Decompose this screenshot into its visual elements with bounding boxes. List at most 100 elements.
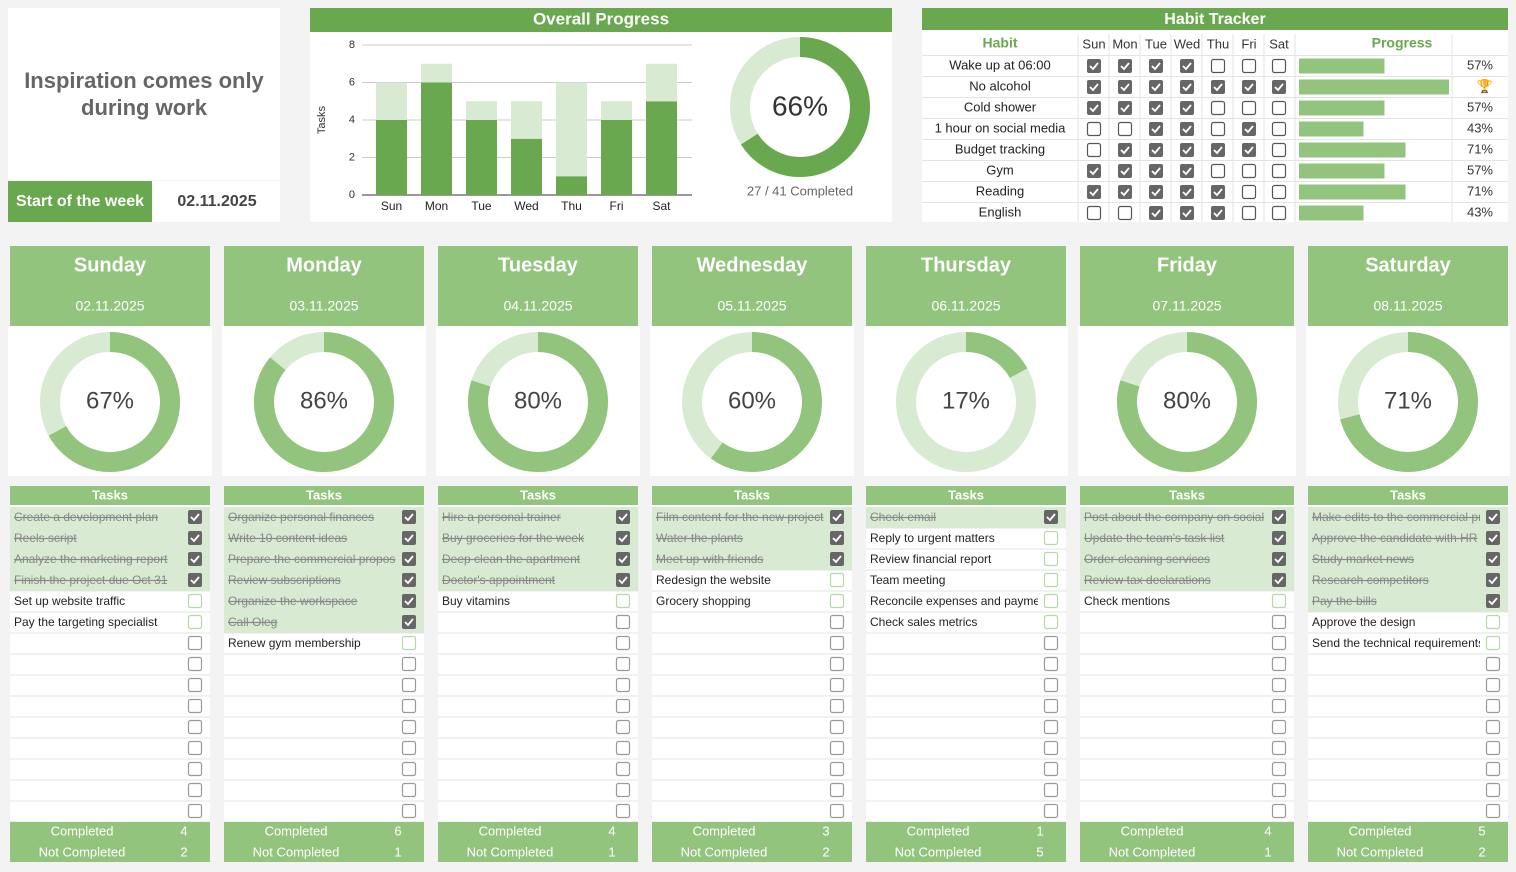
checkbox-box [829, 719, 845, 735]
checkbox [1180, 101, 1194, 115]
checkbox-box [615, 593, 631, 609]
checkbox-tick [404, 618, 414, 627]
progress-label: 43% [1467, 120, 1493, 135]
completed-label: Completed [693, 823, 756, 838]
checkbox-box [1272, 573, 1286, 587]
checkbox [1118, 164, 1132, 178]
task-row-done [224, 528, 424, 549]
checkbox-box [402, 531, 416, 545]
x-tick-label: Tue [471, 199, 492, 213]
checkbox-tick [1089, 188, 1099, 197]
progress-bar [1299, 79, 1449, 95]
checkbox-tick [1274, 513, 1284, 522]
bar [511, 138, 542, 195]
day-date: 04.11.2025 [503, 298, 572, 314]
progress-header: Progress [1372, 35, 1433, 51]
progress-bar [1299, 163, 1385, 179]
habit-day-header: Sun [1082, 36, 1105, 51]
checkbox [1043, 782, 1059, 798]
habit-title: Habit Tracker [1164, 11, 1265, 28]
checkbox-box [1271, 740, 1287, 756]
donut-arc [1117, 332, 1257, 472]
checkbox [402, 594, 416, 608]
completed-label: Completed [1121, 823, 1184, 838]
task-text: Organize the workspace [228, 594, 358, 608]
checkbox [1210, 100, 1226, 116]
checkbox [1485, 719, 1501, 735]
donut-arc [1340, 332, 1478, 472]
day-date: 03.11.2025 [289, 298, 358, 314]
task-text: Team meeting [870, 573, 945, 587]
task-text: Buy groceries for the week [442, 531, 585, 545]
day-date: 06.11.2025 [931, 298, 1000, 314]
checkbox-box [1271, 163, 1287, 179]
checkbox-tick [1182, 104, 1192, 113]
overall-title: Overall Progress [533, 9, 669, 28]
checkbox-tick [404, 597, 414, 606]
checkbox-box [1241, 58, 1257, 74]
task-row-done [438, 507, 638, 528]
checkbox-box [615, 677, 631, 693]
checkbox [1271, 593, 1287, 609]
task-text: Create a development plan [14, 510, 158, 524]
tasks-footer [438, 822, 638, 862]
checkbox [1118, 143, 1132, 157]
tasks-footer [224, 822, 424, 862]
checkbox-box [1272, 80, 1286, 94]
tasks-title: Tasks [734, 487, 770, 502]
y-tick-label: 4 [349, 114, 355, 126]
checkbox-box [401, 803, 417, 819]
checkbox-box [1043, 740, 1059, 756]
checkbox [1271, 100, 1287, 116]
checkbox-tick [1120, 83, 1130, 92]
checkbox-tick [1182, 146, 1192, 155]
checkbox-tick [190, 576, 200, 585]
checkbox-box [1087, 101, 1101, 115]
bar [466, 120, 497, 195]
checkbox [1271, 698, 1287, 714]
not-completed-count: 2 [822, 844, 829, 859]
checkbox-box [1149, 164, 1163, 178]
task-text: Review financial report [870, 552, 992, 566]
tasks-footer [652, 822, 852, 862]
checkbox-tick [1182, 167, 1192, 176]
checkbox [187, 761, 203, 777]
checkbox-box [1043, 530, 1059, 546]
checkbox [1180, 206, 1194, 220]
checkbox-tick [1488, 534, 1498, 543]
checkbox [1241, 205, 1257, 221]
progress-bar [1299, 184, 1406, 200]
checkbox [1043, 656, 1059, 672]
quote-box: Inspiration comes only during work [24, 68, 264, 120]
habit-day-header: Mon [1112, 36, 1137, 51]
checkbox-tick [1120, 188, 1130, 197]
checkbox-tick [1274, 555, 1284, 564]
checkbox-box [1210, 100, 1226, 116]
checkbox [1211, 185, 1225, 199]
habit-name: Gym [986, 162, 1013, 177]
checkbox [829, 635, 845, 651]
task-text: Check email [870, 510, 936, 524]
task-row-done [224, 570, 424, 591]
checkbox-tick [1488, 513, 1498, 522]
checkbox [1043, 614, 1059, 630]
tasks-header [1080, 486, 1294, 505]
not-completed-label: Not Completed [467, 844, 554, 859]
day-percent: 86% [300, 387, 348, 414]
checkbox-box [402, 552, 416, 566]
checkbox [829, 803, 845, 819]
checkbox-box [1149, 80, 1163, 94]
checkbox-box [616, 573, 630, 587]
checkbox [829, 740, 845, 756]
checkbox-tick [1120, 167, 1130, 176]
day-percent: 67% [86, 387, 134, 414]
not-completed-label: Not Completed [1109, 844, 1196, 859]
task-text: Post about the company on social [1084, 510, 1264, 524]
checkbox-tick [1089, 62, 1099, 71]
checkbox [187, 740, 203, 756]
checkbox [1149, 101, 1163, 115]
checkbox-tick [1244, 83, 1254, 92]
checkbox-box [1271, 782, 1287, 798]
checkbox-box [1486, 510, 1500, 524]
checkbox [1086, 142, 1102, 158]
